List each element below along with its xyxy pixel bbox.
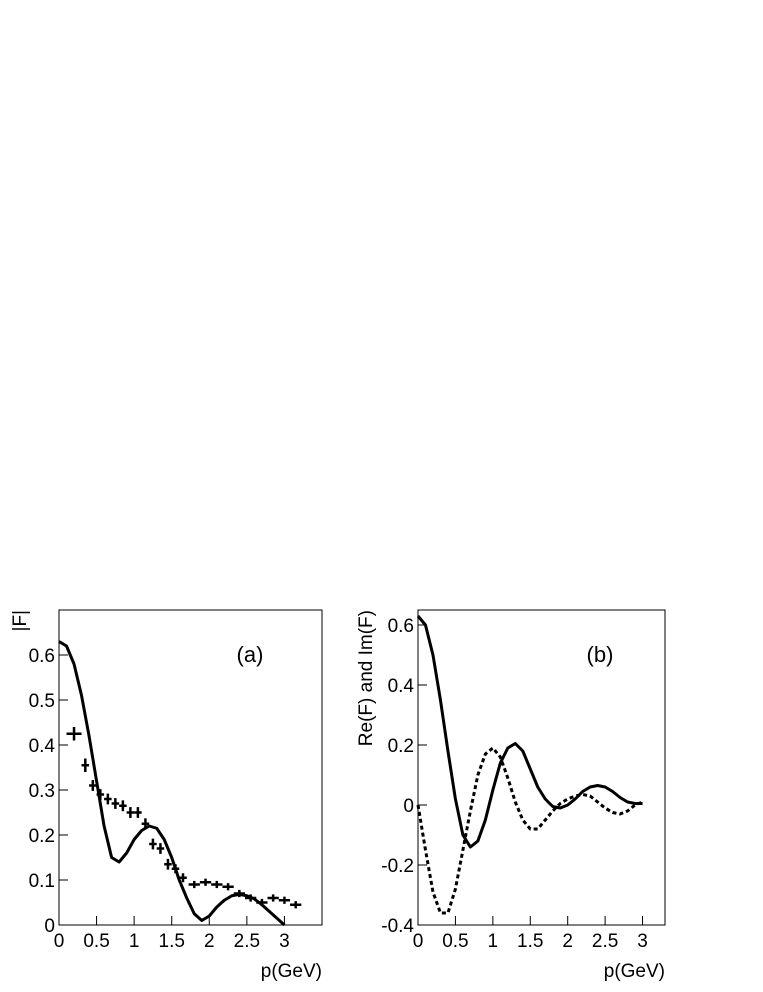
y-tick-label: 0.5: [29, 691, 55, 712]
y-tick-label: -0.2: [381, 856, 414, 877]
y-tick-label: 0.2: [388, 736, 414, 757]
plot-frame: [58, 609, 323, 926]
x-tick-label: 2.5: [592, 931, 618, 952]
y-tick-label: 0.6: [29, 646, 55, 667]
panel-annotation: (b): [587, 642, 614, 667]
x-axis-label: p(GeV): [604, 961, 665, 982]
x-tick-label: 1: [488, 931, 499, 952]
curve: [416, 746, 644, 915]
x-tick-label: 0.5: [83, 931, 109, 952]
x-tick-label: 3: [279, 931, 290, 952]
x-tick-label: 1: [129, 931, 140, 952]
y-tick-label: 0: [403, 796, 414, 817]
x-tick-label: 2.5: [234, 931, 260, 952]
y-tick-label: 0.6: [388, 616, 414, 637]
y-tick-label: 0.4: [29, 736, 56, 757]
x-tick-label: 0: [54, 931, 65, 952]
y-axis-label: Re(F) and Im(F): [356, 610, 377, 746]
x-tick-label: 1.5: [517, 931, 543, 952]
y-tick-label: 0.2: [29, 826, 55, 847]
y-tick-label: 0.4: [388, 676, 415, 697]
y-tick-label: 0.1: [29, 871, 55, 892]
x-axis-label: p(GeV): [261, 961, 322, 982]
x-tick-label: 0.5: [442, 931, 468, 952]
x-tick-label: 3: [637, 931, 648, 952]
x-tick-label: 1.5: [159, 931, 185, 952]
y-tick-label: 0.3: [29, 781, 55, 802]
plot-frame: [417, 609, 666, 926]
curve: [416, 615, 643, 849]
x-tick-label: 0: [413, 931, 424, 952]
panel-annotation: (a): [237, 642, 264, 667]
curve: [58, 640, 286, 927]
y-tick-label: -0.4: [381, 916, 414, 937]
y-tick-label: 0: [44, 916, 55, 937]
x-tick-label: 2: [204, 931, 215, 952]
y-axis-label: |F|: [10, 610, 31, 631]
x-tick-label: 2: [562, 931, 573, 952]
